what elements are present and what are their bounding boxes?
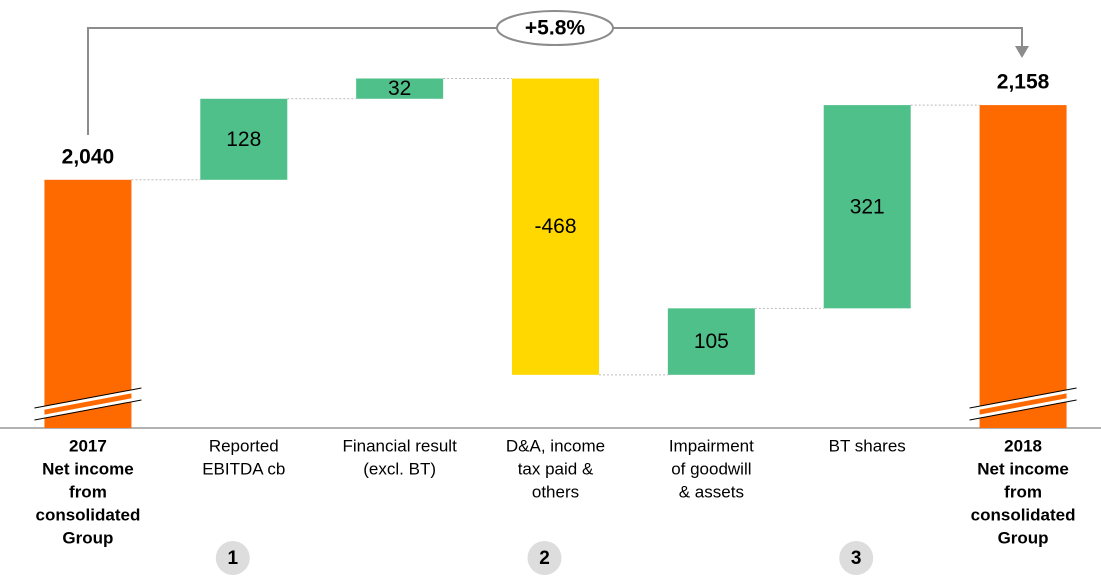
break-edge: [34, 387, 142, 409]
bar: [823, 105, 911, 309]
marker: 1: [227, 548, 238, 569]
value-label: 128: [226, 128, 261, 151]
x-tick-label: from: [69, 482, 107, 501]
x-tick-label: 2017: [69, 436, 107, 455]
break-edge: [969, 387, 1077, 409]
x-tick-label: Financial result: [342, 436, 457, 455]
marker-circle: [527, 541, 562, 575]
x-tick-label: others: [532, 482, 579, 501]
value-label: 105: [694, 330, 729, 353]
arrow-head: [1015, 46, 1029, 58]
x-tick-label: & assets: [679, 482, 744, 501]
x-tick-label: consolidated: [35, 505, 140, 524]
marker-circle: [839, 541, 874, 575]
break-mark: [969, 388, 1077, 412]
bar: [667, 308, 755, 375]
value-label: -468: [534, 215, 576, 238]
total-label: 2,158: [997, 71, 1050, 94]
value-label: 32: [388, 77, 411, 100]
total-label: 2,040: [62, 145, 115, 168]
break-mark: [969, 396, 1077, 420]
bar: [979, 105, 1067, 429]
x-tick-label: 2018: [1004, 436, 1042, 455]
marker-circle: [215, 541, 250, 575]
x-tick-label: BT shares: [829, 436, 906, 455]
bar: [512, 78, 599, 375]
marker: 2: [539, 548, 550, 569]
x-tick-label: Impairment: [669, 436, 754, 455]
annotation: +5.8%: [525, 17, 585, 40]
break-mark: [34, 396, 142, 420]
x-tick-label: consolidated: [971, 505, 1076, 524]
bar: [200, 98, 288, 180]
x-tick-label: tax paid &: [518, 459, 594, 478]
break-mark: [34, 388, 142, 412]
break-edge: [34, 399, 142, 421]
x-tick-label: (excl. BT): [363, 459, 436, 478]
value-label: 321: [850, 195, 885, 218]
x-tick-label: from: [1004, 482, 1042, 501]
marker: 3: [851, 548, 862, 569]
x-tick-label: D&A, income: [506, 436, 605, 455]
bar: [44, 179, 132, 428]
x-tick-label: Reported: [209, 436, 279, 455]
x-tick-label: Net income: [977, 459, 1069, 478]
annotation-bubble: [496, 10, 614, 46]
x-tick-label: Group: [62, 528, 113, 547]
break-edge: [969, 399, 1077, 421]
x-tick-label: EBITDA cb: [202, 459, 285, 478]
bar: [356, 78, 444, 99]
x-tick-label: of goodwill: [671, 459, 751, 478]
x-tick-label: Group: [998, 528, 1049, 547]
x-tick-label: Net income: [42, 459, 134, 478]
